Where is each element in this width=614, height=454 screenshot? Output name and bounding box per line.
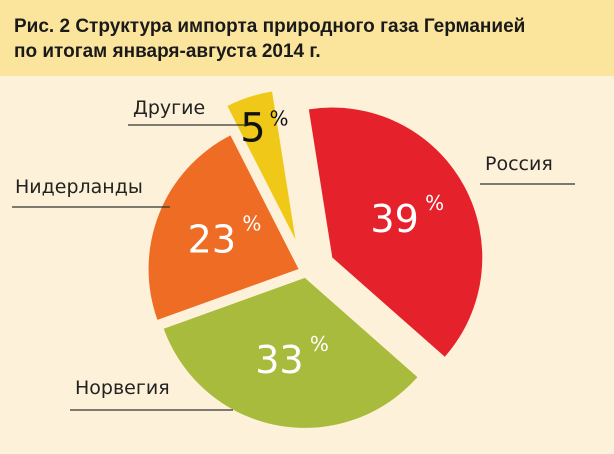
slice-category-label: Россия bbox=[485, 153, 553, 175]
slice-percent-sign: % bbox=[310, 332, 329, 356]
pie-slice bbox=[308, 107, 483, 357]
title-line-1: Рис. 2 Структура импорта природного газа… bbox=[14, 16, 526, 37]
slice-category-label: Норвегия bbox=[75, 377, 170, 399]
slice-category-label: Нидерланды bbox=[15, 176, 143, 198]
slice-percent-sign: % bbox=[270, 106, 289, 130]
slice-percent-sign: % bbox=[425, 191, 444, 215]
pie-slice bbox=[148, 135, 299, 320]
title-line-2: по итогам января-августа 2014 г. bbox=[14, 41, 321, 62]
pie-slice bbox=[227, 91, 296, 240]
slice-percent-sign: % bbox=[242, 212, 261, 236]
slice-value-label: 33 bbox=[255, 338, 303, 382]
slice-value-label: 23 bbox=[188, 218, 236, 262]
slice-value-label: 39 bbox=[370, 197, 418, 241]
pie-slice bbox=[163, 277, 418, 428]
slice-value-label: 5 bbox=[240, 105, 265, 151]
chart-title: Рис. 2 Структура импорта природного газа… bbox=[0, 0, 614, 76]
slice-category-label: Другие bbox=[133, 97, 205, 119]
